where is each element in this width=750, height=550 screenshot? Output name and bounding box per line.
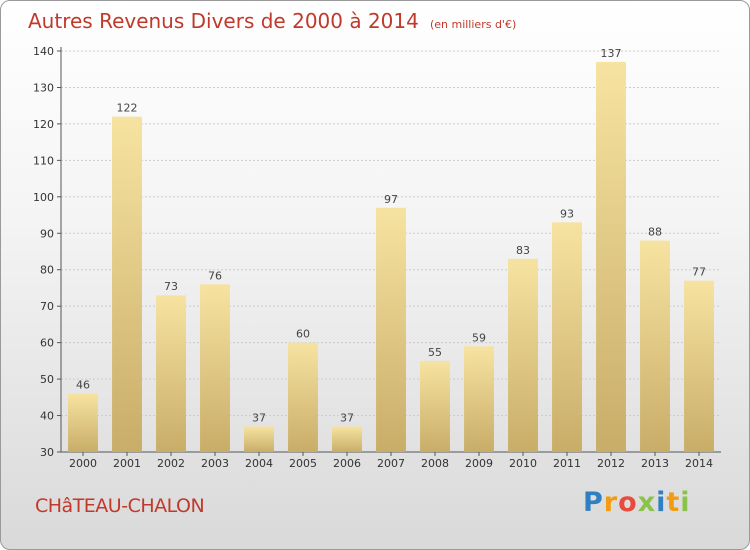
bar-2000 [68,393,98,452]
data-label: 55 [428,346,442,359]
data-label: 88 [648,226,662,239]
x-tick-label: 2007 [377,457,405,470]
x-tick-label: 2002 [157,457,185,470]
bar-2011 [552,222,582,452]
x-tick-label: 2004 [245,457,273,470]
bar-2010 [508,258,538,452]
location-name: CHâTEAU-CHALON [35,495,205,517]
x-tick-label: 2013 [641,457,669,470]
x-tick-label: 2001 [113,457,141,470]
y-tick-label: 50 [40,373,54,386]
bar-2013 [640,240,670,452]
bar-2004 [244,426,274,452]
data-label: 73 [164,280,178,293]
logo-letter: i [680,487,691,518]
data-label: 60 [296,328,310,341]
y-tick-label: 70 [40,300,54,313]
bar-2014 [684,280,714,452]
bar-2012 [596,61,626,452]
y-tick-label: 40 [40,410,54,423]
data-label: 46 [76,379,90,392]
logo-letter: t [666,487,681,518]
x-tick-label: 2000 [69,457,97,470]
y-tick-label: 130 [33,81,54,94]
x-tick-label: 2009 [465,457,493,470]
x-tick-label: 2005 [289,457,317,470]
data-label: 37 [252,411,266,424]
bar-2009 [464,346,494,452]
y-tick-label: 80 [40,264,54,277]
chart-subtitle: (en milliers d'€) [429,18,517,31]
bar-2001 [112,116,142,453]
title-row: Autres Revenus Divers de 2000 à 2014 (en… [28,9,516,33]
y-tick-labels: 30 40 50 60 70 80 90 100 110 120 130 140 [33,45,54,459]
logo-letter: x [637,487,657,518]
y-tick-label: 100 [33,191,54,204]
x-tick-label: 2012 [597,457,625,470]
logo-letter: o [618,487,638,518]
x-tick-label: 2014 [685,457,713,470]
data-label: 93 [560,207,574,220]
data-label: 76 [208,269,222,282]
bar-2003 [200,284,230,452]
data-label: 59 [472,331,486,344]
x-tick-label: 2006 [333,457,361,470]
bar-2005 [288,342,318,452]
bar-2007 [376,207,406,452]
y-tick-label: 60 [40,337,54,350]
logo-letter: r [603,487,619,518]
bar-2002 [156,295,186,452]
data-label: 37 [340,411,354,424]
bar-2006 [332,426,362,452]
x-tick-label: 2008 [421,457,449,470]
data-label: 77 [692,266,706,279]
bar-2008 [420,360,450,452]
data-label: 83 [516,244,530,257]
x-tick-label: 2003 [201,457,229,470]
bars [68,61,714,453]
y-tick-label: 90 [40,227,54,240]
data-labels: 46 122 73 76 37 60 37 97 55 59 83 93 137 88 77 [76,47,706,425]
y-tick-label: 120 [33,118,54,131]
y-tick-label: 140 [33,45,54,58]
chart-title: Autres Revenus Divers de 2000 à 2014 [28,9,419,33]
proxiti-logo: Proxiti [583,487,691,518]
y-tick-label: 30 [40,446,54,459]
data-label: 97 [384,193,398,206]
y-tick-label: 110 [33,154,54,167]
logo-letter: P [583,487,604,518]
x-tick-labels: 2000 2001 2002 2003 2004 2005 2006 2007 2008 2009… [69,457,713,470]
x-tick-label: 2011 [553,457,581,470]
logo-letter: i [656,487,667,518]
data-label: 137 [601,47,622,60]
x-tick-label: 2010 [509,457,537,470]
data-label: 122 [117,102,138,115]
